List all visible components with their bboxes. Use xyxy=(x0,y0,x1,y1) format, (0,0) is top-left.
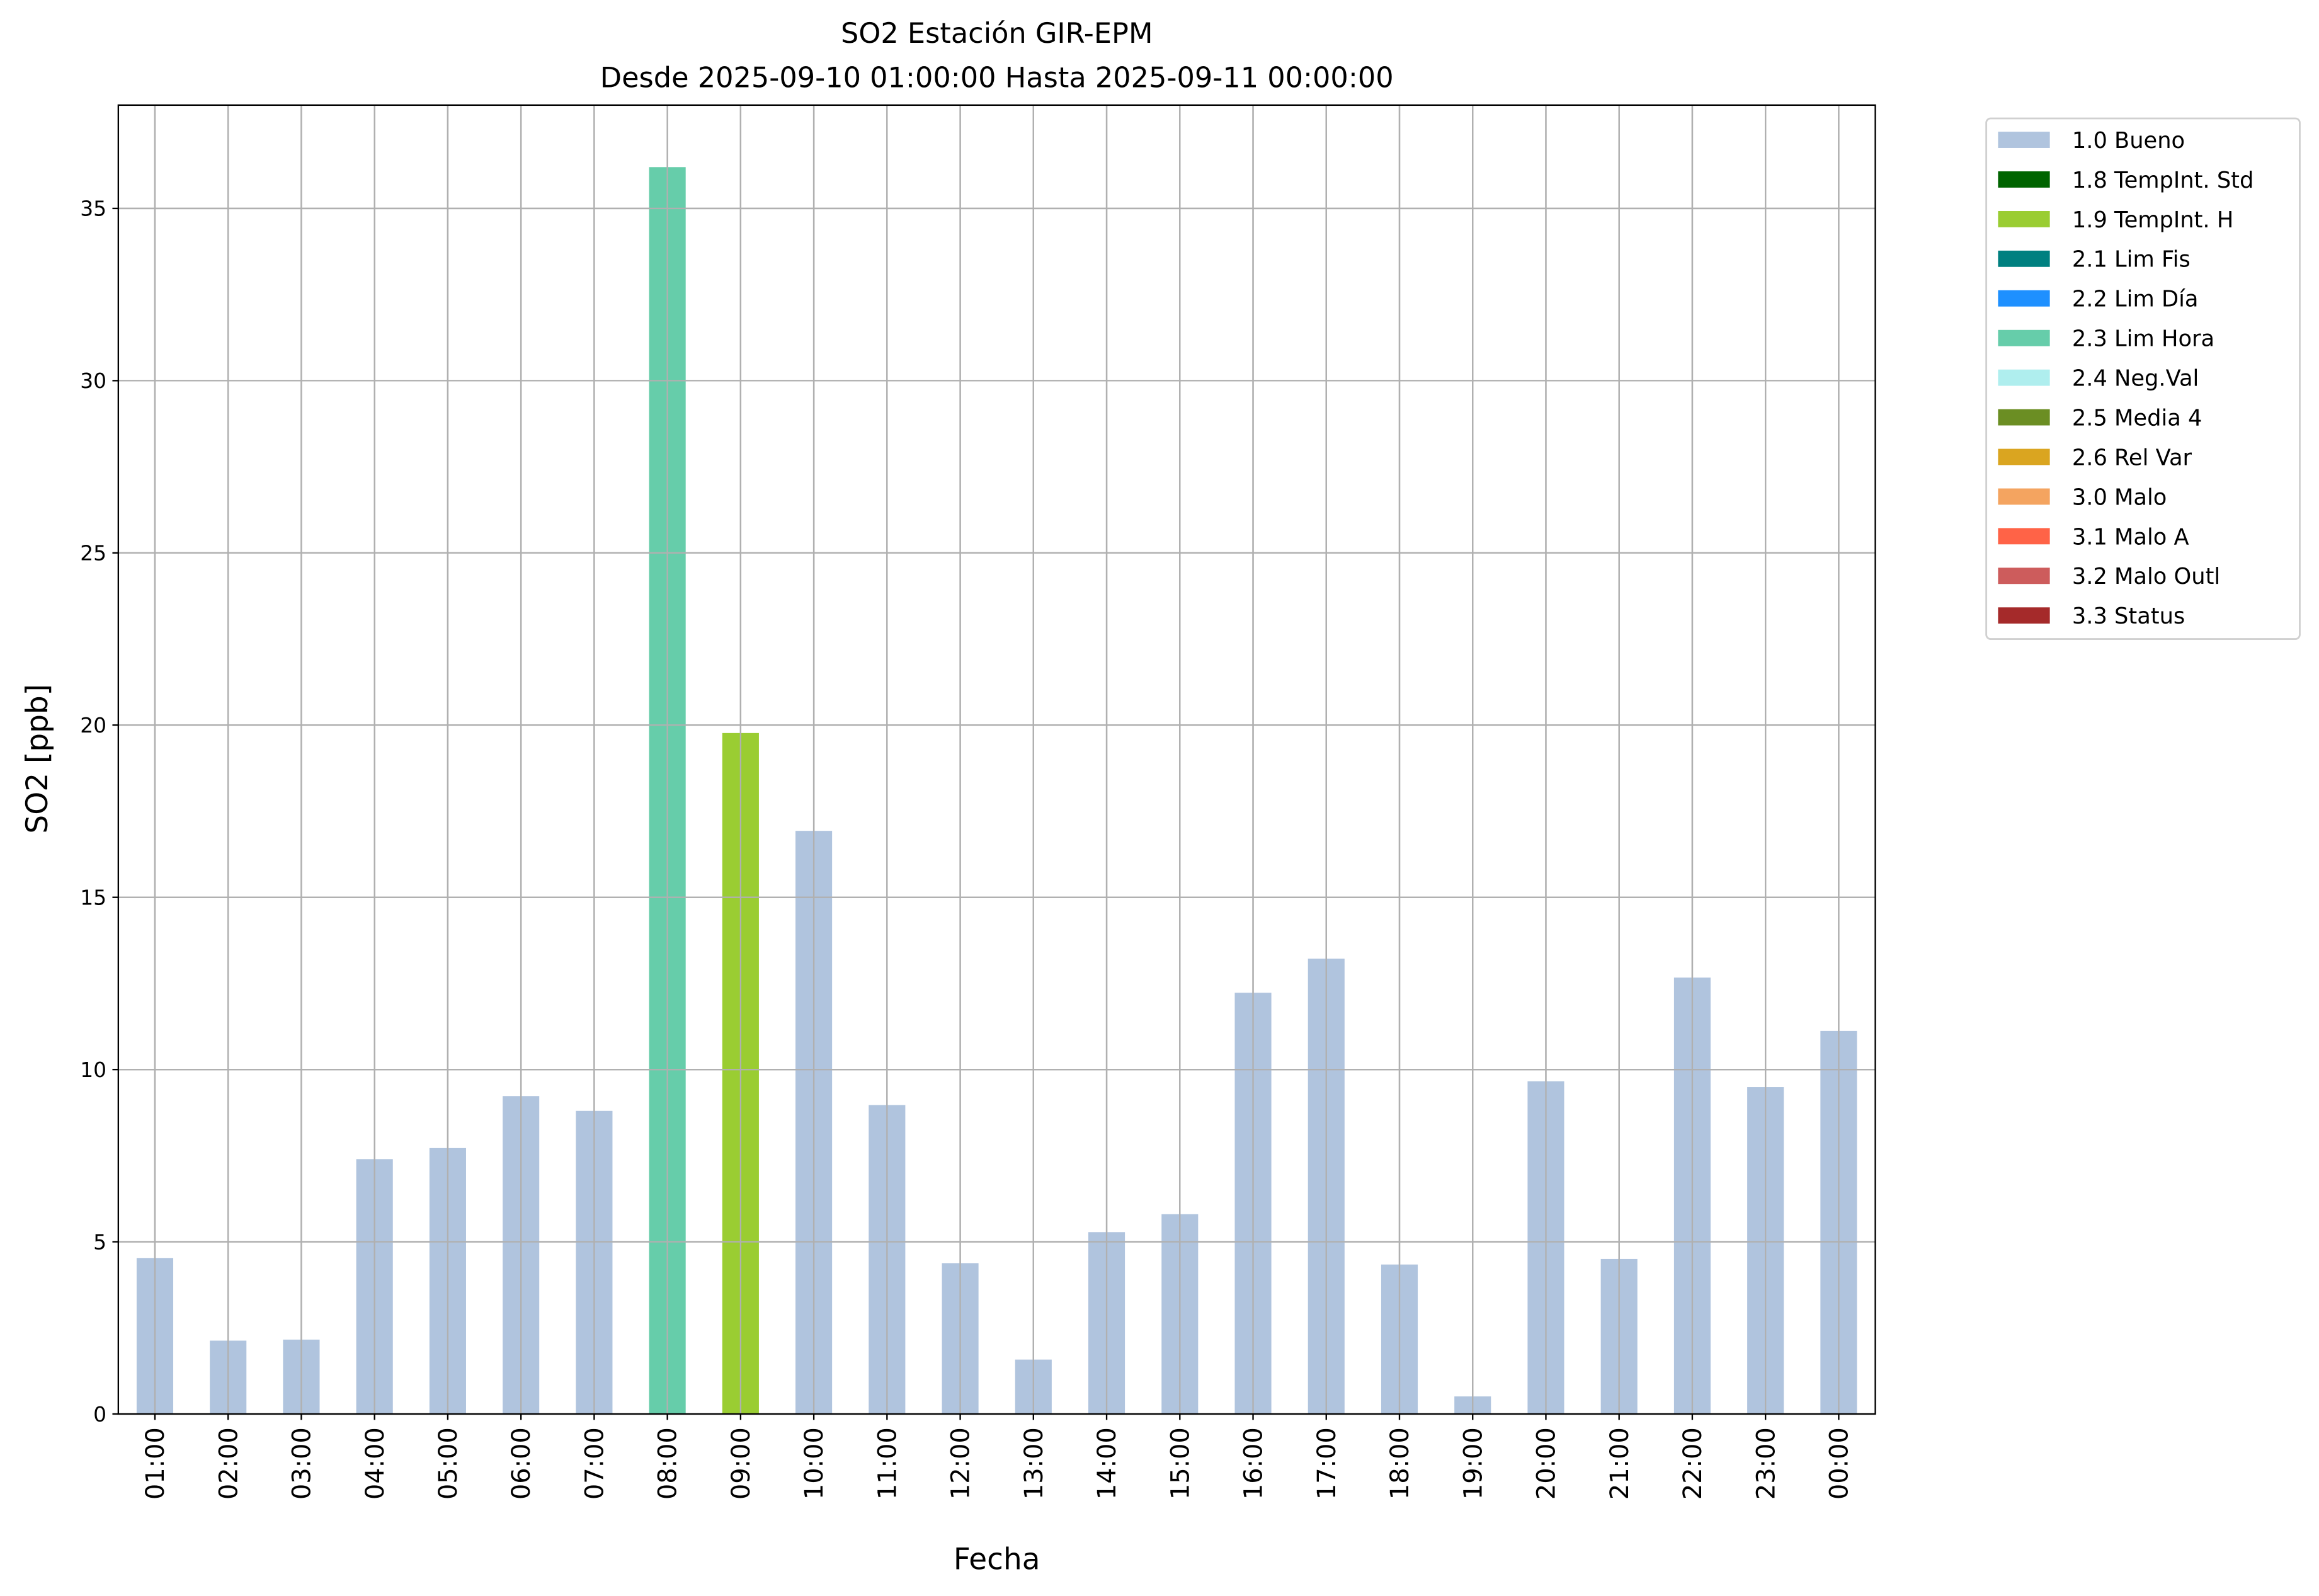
x-tick-label: 18:00 xyxy=(1386,1427,1415,1500)
y-tick-label: 35 xyxy=(80,197,106,221)
legend-label: 1.9 TempInt. H xyxy=(2072,207,2233,233)
legend-swatch xyxy=(1998,250,2050,267)
x-tick-label: 20:00 xyxy=(1532,1427,1561,1500)
legend-swatch xyxy=(1998,290,2050,307)
x-tick-label: 06:00 xyxy=(507,1427,536,1500)
x-tick-label: 15:00 xyxy=(1166,1427,1195,1500)
plot-frame xyxy=(117,104,1876,1415)
x-tick-label: 01:00 xyxy=(141,1427,170,1500)
x-tick-label: 13:00 xyxy=(1020,1427,1049,1500)
legend-box xyxy=(1985,117,2301,640)
legend-swatch xyxy=(1998,409,2050,426)
legend-label: 1.8 TempInt. Std xyxy=(2072,168,2254,193)
y-axis: 0 5 10 15 20 25 30 35 xyxy=(80,197,118,1427)
x-tick-label: 00:00 xyxy=(1825,1427,1854,1500)
legend-label: 1.0 Bueno xyxy=(2072,128,2185,154)
legend-label: 3.2 Malo Outl xyxy=(2072,564,2220,590)
y-tick-label: 0 xyxy=(93,1402,106,1427)
legend-label: 3.1 Malo A xyxy=(2072,524,2189,550)
legend-label: 3.3 Status xyxy=(2072,603,2185,629)
legend-swatch xyxy=(1998,210,2050,227)
x-tick-label: 05:00 xyxy=(434,1427,463,1500)
legend-label: 2.2 Lim Día xyxy=(2072,287,2199,312)
x-tick-label: 04:00 xyxy=(361,1427,390,1500)
x-tick-label: 02:00 xyxy=(214,1427,243,1500)
legend-label: 2.1 Lim Fis xyxy=(2072,247,2191,273)
bars xyxy=(118,105,1876,1415)
legend-swatch xyxy=(1998,329,2050,346)
legend-swatch xyxy=(1998,171,2050,188)
y-tick-label: 25 xyxy=(80,541,106,566)
x-tick-label: 22:00 xyxy=(1678,1427,1707,1500)
x-axis: 01:00 02:00 03:00 04:00 05:00 06:00 07:00 08:00… xyxy=(141,1414,1854,1500)
y-tick-label: 30 xyxy=(80,368,106,393)
legend-swatch xyxy=(1998,607,2050,624)
legend-label: 2.3 Lim Hora xyxy=(2072,326,2214,352)
legend-swatch xyxy=(1998,488,2050,505)
x-tick-label: 07:00 xyxy=(580,1427,609,1500)
x-tick-label: 19:00 xyxy=(1459,1427,1488,1500)
x-tick-label: 12:00 xyxy=(947,1427,976,1500)
x-tick-label: 11:00 xyxy=(873,1427,902,1500)
y-tick-label: 15 xyxy=(80,885,106,909)
legend-label: 3.0 Malo xyxy=(2072,484,2167,510)
chart-title: SO2 Estación GIR-EPM xyxy=(841,17,1153,50)
legend-label: 2.4 Neg.Val xyxy=(2072,366,2199,392)
y-tick-label: 5 xyxy=(93,1229,106,1254)
x-tick-label: 14:00 xyxy=(1093,1427,1122,1500)
x-tick-label: 17:00 xyxy=(1313,1427,1342,1500)
x-tick-label: 08:00 xyxy=(654,1427,683,1500)
x-tick-label: 21:00 xyxy=(1605,1427,1634,1500)
y-tick-label: 20 xyxy=(80,713,106,738)
legend-swatch xyxy=(1998,567,2050,584)
legend-swatch xyxy=(1998,132,2050,148)
legend: 1.0 Bueno 1.8 TempInt. Std 1.9 TempInt. H 2… xyxy=(1985,117,2301,640)
x-axis-label: Fecha xyxy=(954,1542,1040,1577)
chart-subtitle: Desde 2025-09-10 01:00:00 Hasta 2025-09-… xyxy=(600,62,1394,94)
legend-label: 2.5 Media 4 xyxy=(2072,405,2202,431)
x-tick-label: 10:00 xyxy=(800,1427,829,1500)
y-tick-label: 10 xyxy=(80,1057,106,1082)
x-tick-label: 09:00 xyxy=(727,1427,756,1500)
legend-swatch xyxy=(1998,369,2050,386)
legend-label: 2.6 Rel Var xyxy=(2072,445,2192,470)
x-tick-label: 23:00 xyxy=(1752,1427,1781,1500)
x-tick-label: 16:00 xyxy=(1239,1427,1268,1500)
legend-swatch xyxy=(1998,448,2050,465)
y-axis-label: SO2 [ppb] xyxy=(20,684,55,834)
x-tick-label: 03:00 xyxy=(288,1427,317,1500)
legend-swatch xyxy=(1998,528,2050,545)
